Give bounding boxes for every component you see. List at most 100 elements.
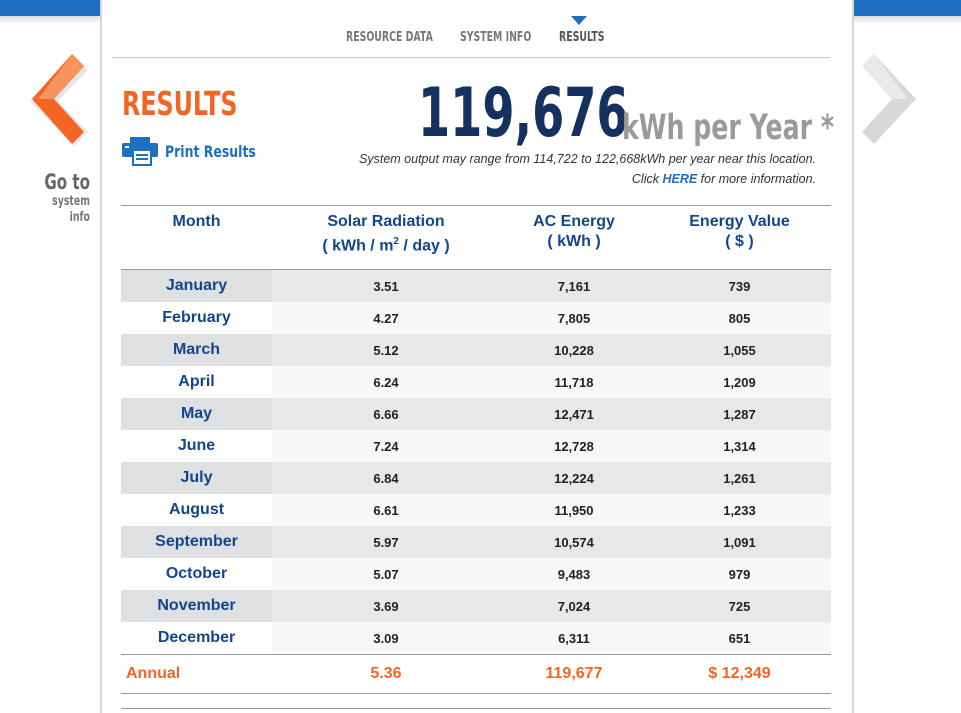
annual-output-unit: kWh per Year * (622, 108, 835, 148)
table-row: May 6.66 12,471 1,287 (121, 398, 831, 430)
more-info-prefix: Click (631, 172, 663, 186)
page-title: RESULTS (122, 84, 238, 123)
energy-value-cell: 1,209 (648, 366, 831, 398)
solar-radiation-cell: 3.69 (272, 590, 500, 622)
month-cell: August (121, 494, 272, 526)
more-info-note: Click HERE for more information. (300, 172, 816, 186)
table-body: January 3.51 7,161 739 February 4.27 7,805 805 M… (121, 269, 831, 655)
energy-value-cell: 1,091 (648, 526, 831, 558)
solar-radiation-cell: 4.27 (272, 302, 500, 334)
next-arrow-icon[interactable] (862, 52, 922, 150)
table-row: February 4.27 7,805 805 (121, 302, 831, 334)
previous-arrow-icon[interactable] (26, 52, 94, 150)
month-cell: March (121, 334, 272, 366)
month-cell: June (121, 430, 272, 462)
value-unit-label: ( $ ) (725, 233, 754, 250)
ac-energy-cell: 10,228 (500, 334, 648, 366)
ac-energy-cell: 12,728 (500, 430, 648, 462)
annual-energy-value: $ 12,349 (648, 654, 831, 694)
table-row: September 5.97 10,574 1,091 (121, 526, 831, 558)
table-row: March 5.12 10,228 1,055 (121, 334, 831, 366)
table-row: April 6.24 11,718 1,209 (121, 366, 831, 398)
tab-resource-data[interactable]: RESOURCE DATA (346, 30, 433, 45)
month-cell: May (121, 398, 272, 430)
table-row: January 3.51 7,161 739 (121, 269, 831, 302)
print-results-button[interactable]: Print Results (121, 136, 256, 166)
solar-radiation-cell: 6.66 (272, 398, 500, 430)
energy-value-cell: 725 (648, 590, 831, 622)
month-cell: April (121, 366, 272, 398)
solar-radiation-cell: 3.09 (272, 622, 500, 655)
month-header-label: Month (172, 213, 221, 230)
active-tab-pointer (571, 16, 587, 25)
step-tabs: RESOURCE DATA SYSTEM INFO RESULTS (0, 30, 961, 50)
solar-radiation-cell: 6.61 (272, 494, 500, 526)
solar-radiation-cell: 5.97 (272, 526, 500, 558)
month-cell: November (121, 590, 272, 622)
go-to-system-info-link[interactable]: Go to system info (18, 170, 90, 226)
solar-radiation-cell: 5.07 (272, 558, 500, 590)
energy-value-cell: 739 (648, 269, 831, 302)
ac-energy-cell: 7,024 (500, 590, 648, 622)
go-to-label: Go to (44, 170, 90, 194)
table-row: October 5.07 9,483 979 (121, 558, 831, 590)
ac-energy-cell: 7,805 (500, 302, 648, 334)
energy-value-cell: 1,287 (648, 398, 831, 430)
ac-energy-cell: 12,471 (500, 398, 648, 430)
table-row: November 3.69 7,024 725 (121, 590, 831, 622)
annual-ac-energy: 119,677 (500, 654, 648, 694)
table-row: August 6.61 11,950 1,233 (121, 494, 831, 526)
table-row: July 6.84 12,224 1,261 (121, 462, 831, 494)
month-cell: October (121, 558, 272, 590)
ac-unit-label: ( kWh ) (547, 233, 601, 250)
solar-unit-label: ( kWh / m (322, 237, 394, 255)
column-header-ac-energy: AC Energy ( kWh ) (500, 205, 648, 270)
solar-radiation-cell: 6.84 (272, 462, 500, 494)
here-link[interactable]: HERE (662, 172, 698, 186)
ac-header-label: AC Energy (533, 213, 615, 230)
ac-energy-cell: 12,224 (500, 462, 648, 494)
table-header-row: Month Solar Radiation( kWh / m2 / day ) … (121, 205, 831, 270)
table-row: June 7.24 12,728 1,314 (121, 430, 831, 462)
month-cell: September (121, 526, 272, 558)
annual-label: Annual (121, 654, 272, 694)
ac-energy-cell: 9,483 (500, 558, 648, 590)
column-header-month: Month (121, 205, 272, 270)
energy-value-cell: 1,233 (648, 494, 831, 526)
ac-energy-cell: 10,574 (500, 526, 648, 558)
annual-total-row: Annual 5.36 119,677 $ 12,349 (121, 654, 831, 694)
ac-energy-cell: 11,718 (500, 366, 648, 398)
column-header-solar-radiation: Solar Radiation ( kWh / m2 / day ) (272, 205, 500, 270)
solar-radiation-cell: 6.24 (272, 366, 500, 398)
printer-icon (122, 137, 158, 166)
solar-radiation-cell: 5.12 (272, 334, 500, 366)
output-range-note: System output may range from 114,722 to … (359, 152, 816, 166)
energy-value-cell: 1,261 (648, 462, 831, 494)
solar-unit-superscript: 2 (393, 236, 399, 247)
energy-value-cell: 1,055 (648, 334, 831, 366)
table-row: December 3.09 6,311 651 (121, 622, 831, 655)
ac-energy-cell: 7,161 (500, 269, 648, 302)
annual-output-value: 119,676 (418, 74, 629, 153)
column-header-energy-value: Energy Value ( $ ) (648, 205, 831, 270)
solar-header-label: Solar Radiation (327, 213, 445, 230)
value-header-label: Energy Value (689, 213, 790, 230)
energy-value-cell: 1,314 (648, 430, 831, 462)
tab-results[interactable]: RESULTS (559, 30, 605, 45)
energy-value-cell: 805 (648, 302, 831, 334)
tab-divider (112, 57, 830, 58)
print-results-label: Print Results (165, 142, 256, 161)
ac-energy-cell: 11,950 (500, 494, 648, 526)
more-info-suffix: for more information. (697, 172, 816, 186)
monthly-results-table: Month Solar Radiation( kWh / m2 / day ) … (121, 205, 831, 694)
month-cell: January (121, 269, 272, 302)
month-cell: July (121, 462, 272, 494)
energy-value-cell: 979 (648, 558, 831, 590)
bottom-divider (121, 708, 831, 709)
month-cell: February (121, 302, 272, 334)
energy-value-cell: 651 (648, 622, 831, 655)
system-info-label: system info (52, 194, 90, 225)
solar-radiation-cell: 3.51 (272, 269, 500, 302)
tab-system-info[interactable]: SYSTEM INFO (460, 30, 532, 45)
annual-solar-radiation: 5.36 (272, 654, 500, 694)
